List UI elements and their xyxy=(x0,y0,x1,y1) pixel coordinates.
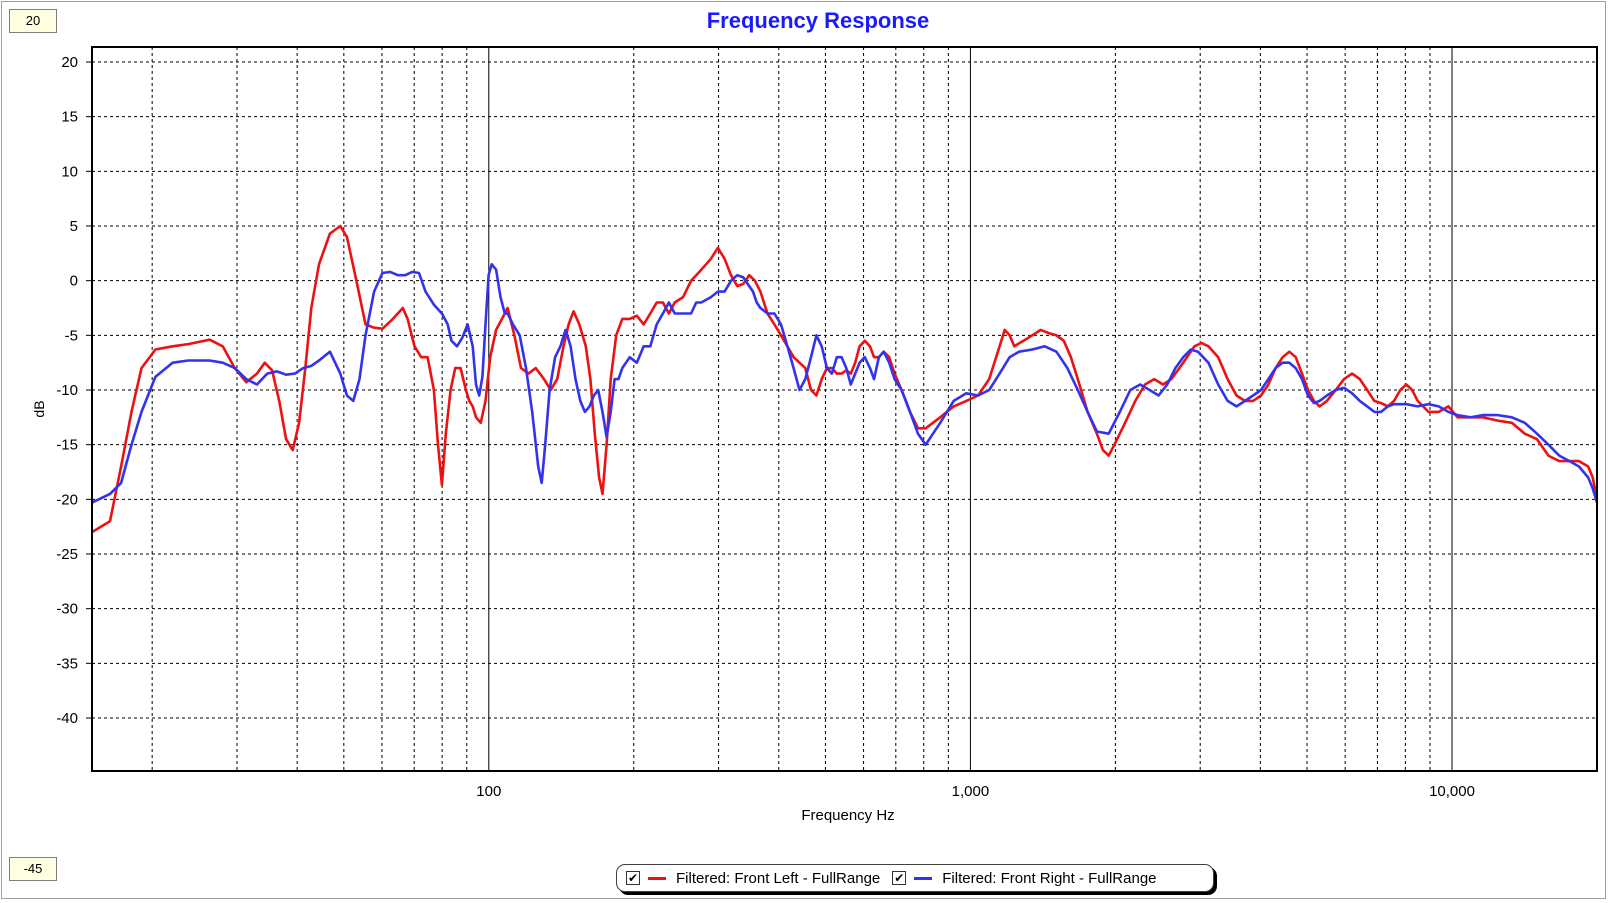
y-tick-label: -5 xyxy=(65,327,78,344)
series-front-right-line xyxy=(91,263,1599,504)
y-tick-label: 5 xyxy=(70,218,78,235)
checkbox-front-left[interactable]: ✔ xyxy=(626,871,640,885)
y-tick-label: -40 xyxy=(56,710,78,727)
y-tick-label: -20 xyxy=(56,491,78,508)
chart-title: Frequency Response xyxy=(707,8,930,33)
legend-swatch-front-right xyxy=(914,876,933,880)
y-tick-label: -10 xyxy=(56,382,78,399)
x-tick-label: 1,000 xyxy=(952,783,990,800)
y-tick-label: -35 xyxy=(56,655,78,672)
series-front-left-line xyxy=(91,224,1599,534)
y-max-range-box[interactable]: 20 xyxy=(9,9,57,33)
plot-area[interactable] xyxy=(91,46,1598,772)
y-tick-label: 10 xyxy=(61,163,78,180)
x-tick-label: 100 xyxy=(476,783,501,800)
legend: ✔ Filtered: Front Left - FullRange ✔ Fil… xyxy=(616,864,1214,892)
x-axis-label: Frequency Hz xyxy=(801,807,894,824)
checkbox-front-right[interactable]: ✔ xyxy=(892,871,907,885)
legend-item-front-right[interactable]: ✔ Filtered: Front Right - FullRange xyxy=(892,869,1157,887)
legend-swatch-front-left xyxy=(648,876,666,880)
y-tick-label: 0 xyxy=(70,273,78,290)
grid-lines xyxy=(92,47,1598,771)
y-tick-label: 15 xyxy=(61,109,78,126)
y-tick-label: 20 xyxy=(61,54,78,71)
y-tick-label: -25 xyxy=(56,546,78,563)
series-layer xyxy=(91,224,1599,534)
axis-ticks: 20 15 10 5 0 -5 -10 -15 -20 -25 -30 -35 -40 100 1,000 1… xyxy=(56,54,1475,800)
y-tick-label: -15 xyxy=(56,437,78,454)
y-min-range-box[interactable]: -45 xyxy=(9,857,57,881)
legend-label-front-left: Filtered: Front Left - FullRange xyxy=(676,869,881,887)
legend-label-front-right: Filtered: Front Right - FullRange xyxy=(942,869,1157,887)
x-tick-label: 10,000 xyxy=(1429,783,1475,800)
y-tick-label: -30 xyxy=(56,601,78,618)
y-axis-label: dB xyxy=(31,400,47,417)
legend-item-front-left[interactable]: ✔ Filtered: Front Left - FullRange xyxy=(626,870,880,887)
